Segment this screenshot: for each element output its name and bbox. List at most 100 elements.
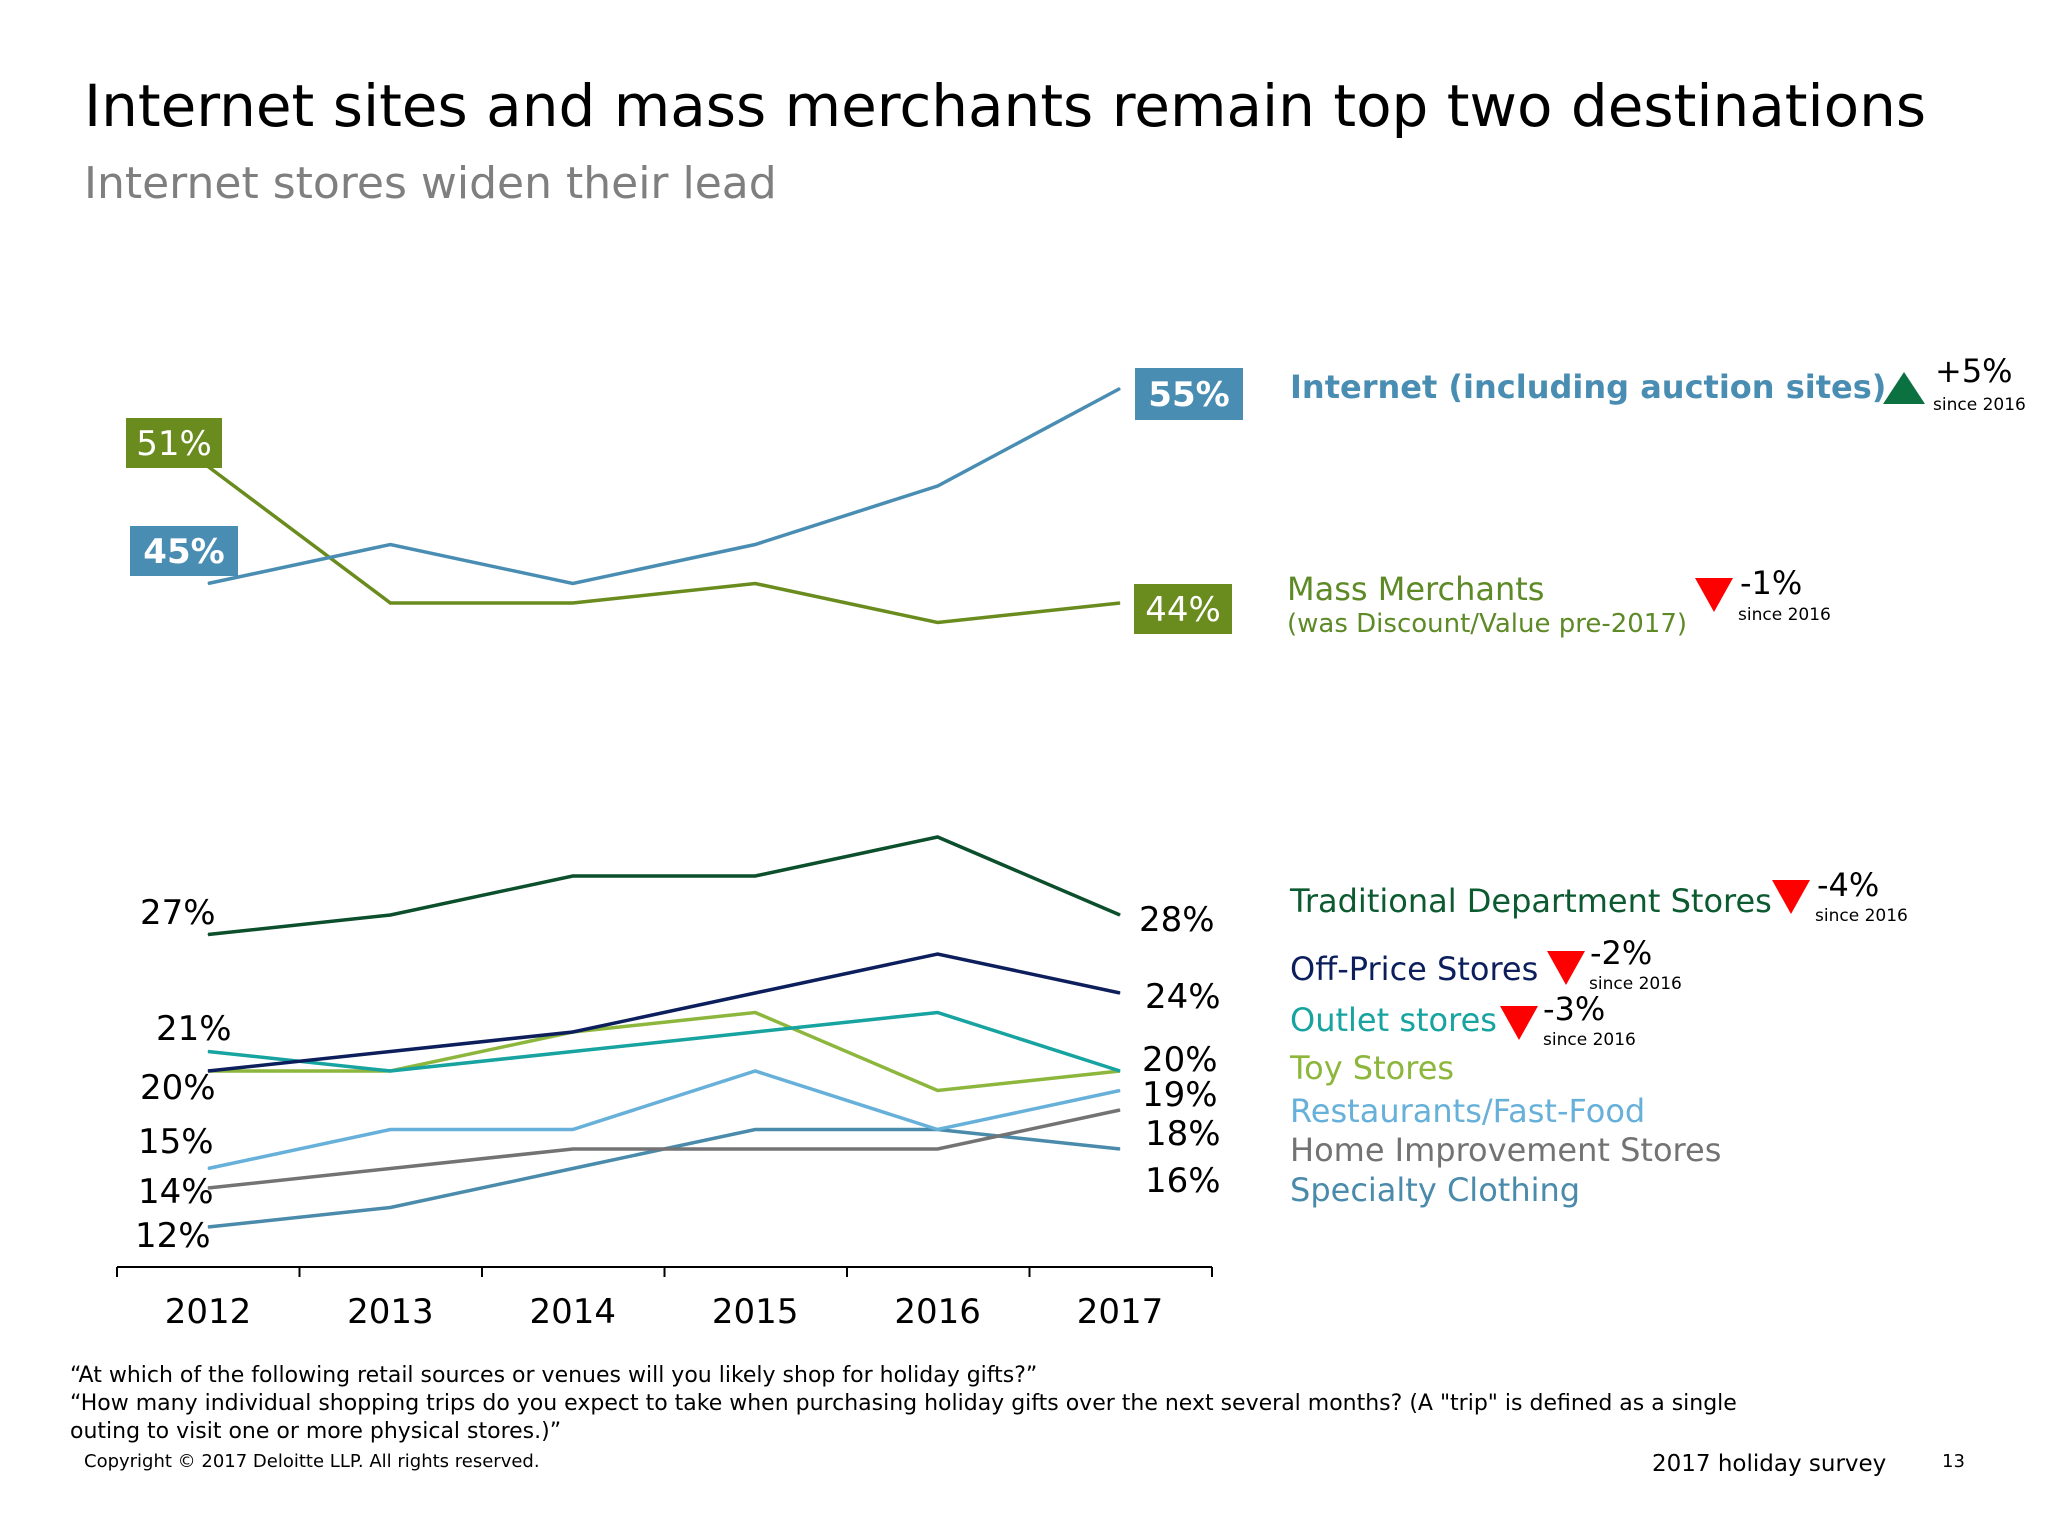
data-point-home [754,1148,756,1150]
data-point-specialty [207,1226,209,1228]
since-department-stores: since 2016 [1815,906,1908,926]
down-triangle-icon [1772,880,1810,914]
data-point-home [1119,1109,1121,1111]
series-line-mass [206,465,1121,625]
legend-specialty-clothing: Specialty Clothing [1290,1171,1581,1209]
data-point-restaurants [389,1129,391,1130]
footnote-question-2: “How many individual shopping trips do y… [70,1391,1737,1416]
page-subtitle: Internet stores widen their lead [84,158,777,209]
data-point-internet [1119,388,1121,389]
data-point-home [572,1148,574,1150]
data-point-offprice [937,953,939,955]
data-label-restaurants-2012: 15% [138,1122,214,1162]
series-line-outlet [207,1010,1121,1073]
change-outlet-stores: -3% [1543,990,1606,1028]
data-point-toy [937,1090,939,1091]
series-line-internet [207,386,1121,586]
data-point-restaurants [1119,1090,1121,1091]
data-point-dept [572,875,574,877]
series-line-home [207,1108,1121,1190]
data-label-offprice-2017: 24% [1145,977,1221,1017]
data-point-specialty [389,1207,391,1208]
data-label-mass-2017: 44% [1145,590,1221,630]
data-point-home [389,1168,391,1169]
data-point-dept [937,836,939,838]
down-triangle-icon [1500,1006,1538,1040]
legend-restaurants: Restaurants/Fast-Food [1290,1092,1646,1130]
data-point-offprice [754,992,756,994]
data-point-specialty [572,1168,574,1169]
data-point-toy [754,1012,756,1013]
change-mass-merchants: -1% [1740,564,1803,602]
since-internet: since 2016 [1933,395,2026,415]
series-line-toy [208,1010,1121,1093]
data-point-outlet [389,1070,391,1072]
data-point-mass [389,602,391,604]
data-point-home [207,1187,209,1189]
data-label-specialty-2017: 16% [1145,1161,1221,1201]
since-mass-merchants: since 2016 [1738,605,1831,625]
legend-department-stores: Traditional Department Stores [1290,882,1772,920]
data-point-internet [572,583,574,584]
data-point-restaurants [207,1168,209,1169]
data-point-offprice [572,1031,574,1033]
data-label-dept-2017: 28% [1139,900,1215,940]
data-label-home-2012: 14% [138,1172,214,1212]
data-label-mass-2012-box [126,418,222,468]
data-label-restaurants-2017: 19% [1142,1075,1218,1115]
since-outlet-stores: since 2016 [1543,1030,1636,1050]
x-tick-label: 2017 [1077,1292,1164,1332]
data-point-dept [1119,914,1121,916]
data-point-mass [754,583,756,584]
data-label-toy-2012: 20% [140,1068,216,1108]
data-label-specialty-2012: 12% [135,1216,211,1256]
data-point-restaurants [937,1129,939,1130]
data-label-internet-2012: 45% [143,532,224,572]
data-point-internet [937,485,939,487]
x-tick-label: 2016 [894,1292,981,1332]
data-point-specialty [754,1129,756,1130]
data-point-internet [207,583,209,584]
legend-internet: Internet (including auction sites) [1290,368,1887,406]
up-triangle-icon [1883,372,1925,404]
data-point-offprice [1119,992,1121,994]
change-department-stores: -4% [1817,866,1880,904]
data-point-outlet [572,1051,574,1052]
copyright: Copyright © 2017 Deloitte LLP. All right… [84,1451,540,1472]
data-point-mass [1119,602,1121,604]
legend-mass-merchants: Mass Merchants [1287,570,1545,608]
data-point-outlet [1119,1070,1121,1072]
data-point-specialty [1119,1148,1121,1150]
data-label-outlet-2012: 21% [156,1009,232,1049]
data-label-dept-2012: 27% [140,893,216,933]
change-internet: +5% [1935,352,2013,390]
data-label-internet-2012-box [130,526,238,576]
data-point-internet [389,544,391,545]
series-line-specialty [207,1127,1121,1229]
data-point-restaurants [754,1070,756,1072]
legend-toy-stores: Toy Stores [1290,1049,1455,1087]
data-point-outlet [937,1012,939,1013]
data-point-dept [207,934,209,935]
data-point-outlet [207,1051,209,1052]
since-off-price-stores: since 2016 [1589,974,1682,994]
change-off-price-stores: -2% [1590,934,1653,972]
footnote-question-1: “At which of the following retail source… [70,1363,1038,1388]
series-line-offprice [207,952,1121,1073]
survey-label: 2017 holiday survey [1652,1451,1887,1477]
x-tick-label: 2015 [712,1292,799,1332]
series-line-restaurants [207,1069,1121,1171]
legend-off-price-stores: Off-Price Stores [1290,950,1539,988]
x-tick-label: 2013 [347,1292,434,1332]
series-line-dept [207,835,1121,937]
legend-outlet-stores: Outlet stores [1290,1001,1497,1039]
line-chart: 2012 2013 2014 2015 2016 2017 55% 45% 51% 44% 27% 2… [116,368,1243,1332]
data-point-dept [754,875,756,877]
data-label-internet-2017: 55% [1148,375,1229,415]
data-point-offprice [207,1070,209,1072]
x-tick-label: 2014 [530,1292,617,1332]
data-label-internet-2017-box [1135,368,1243,420]
page-number: 13 [1942,1451,1965,1472]
data-point-outlet [754,1031,756,1033]
data-label-mass-2012: 51% [136,424,212,464]
